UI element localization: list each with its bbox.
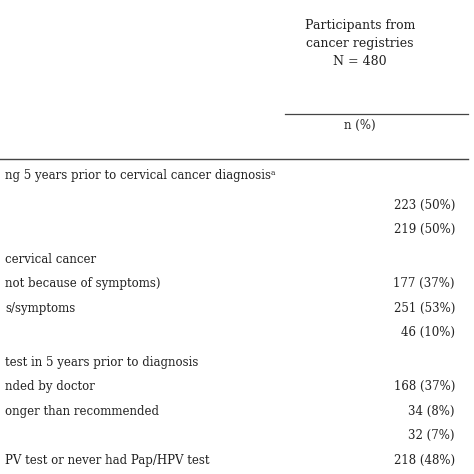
Text: s/symptoms: s/symptoms bbox=[5, 301, 75, 315]
Text: ng 5 years prior to cervical cancer diagnosisᵃ: ng 5 years prior to cervical cancer diag… bbox=[5, 169, 275, 182]
Text: 46 (10%): 46 (10%) bbox=[401, 326, 455, 339]
Text: 32 (7%): 32 (7%) bbox=[409, 429, 455, 442]
Text: n (%): n (%) bbox=[344, 119, 376, 132]
Text: 168 (37%): 168 (37%) bbox=[393, 380, 455, 393]
Text: 223 (50%): 223 (50%) bbox=[393, 199, 455, 211]
Text: Participants from
cancer registries
N = 480: Participants from cancer registries N = … bbox=[305, 19, 415, 68]
Text: 219 (50%): 219 (50%) bbox=[393, 223, 455, 236]
Text: onger than recommended: onger than recommended bbox=[5, 404, 159, 418]
Text: not because of symptoms): not because of symptoms) bbox=[5, 277, 161, 290]
Text: test in 5 years prior to diagnosis: test in 5 years prior to diagnosis bbox=[5, 356, 199, 368]
Text: cervical cancer: cervical cancer bbox=[5, 253, 96, 265]
Text: PV test or never had Pap/HPV test: PV test or never had Pap/HPV test bbox=[5, 454, 210, 466]
Text: nded by doctor: nded by doctor bbox=[5, 380, 95, 393]
Text: 251 (53%): 251 (53%) bbox=[393, 301, 455, 315]
Text: 34 (8%): 34 (8%) bbox=[409, 404, 455, 418]
Text: 218 (48%): 218 (48%) bbox=[394, 454, 455, 466]
Text: 177 (37%): 177 (37%) bbox=[393, 277, 455, 290]
